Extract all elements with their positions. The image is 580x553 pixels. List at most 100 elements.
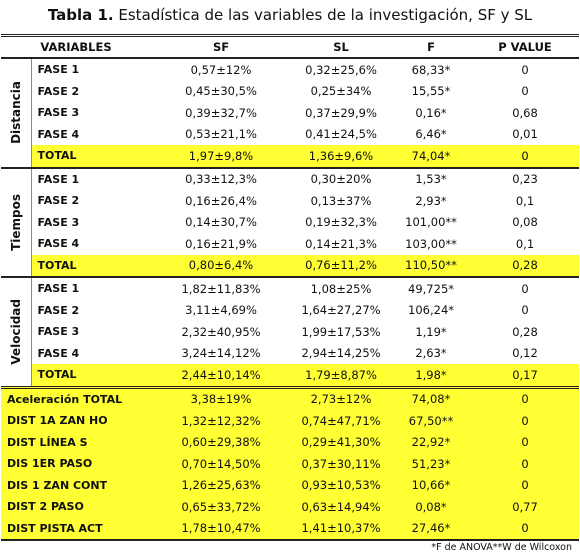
value-cell: 0,33±12,3% <box>151 166 292 190</box>
value-cell: 68,33* <box>411 62 451 77</box>
value-cell: 67,50** <box>391 410 472 432</box>
table-row: Distancia FASE 1 0,57±12% 0,32±25,6% 68,33* 0 <box>1 58 579 168</box>
value-cell: 0,45±30,5% <box>185 84 257 99</box>
value-cell: 6,46* <box>415 127 447 142</box>
row-label: Aceleración TOTAL <box>1 385 152 410</box>
value-cell: 3,24±14,12% <box>181 346 261 361</box>
row-label: DIST LÍNEA S <box>1 431 152 453</box>
value-cell: 0,63±14,94% <box>291 496 392 518</box>
row-label: FASE 1 <box>31 166 152 190</box>
title: Tabla 1. Estadística de las variables de… <box>0 0 580 34</box>
value-cell: 0 <box>471 431 580 453</box>
row-label: FASE 2 <box>37 84 80 98</box>
value-cell: 0 <box>471 453 580 475</box>
table-row: DIST LÍNEA S 0,60±29,38% 0,29±41,30% 22,92*… <box>1 431 580 453</box>
group-label: Distancia <box>8 81 23 145</box>
row-label: FASE 1 <box>31 276 152 300</box>
value-cell: 0 <box>471 474 580 496</box>
value-cell: 1,41±10,37% <box>291 517 392 541</box>
row-label: FASE 4 <box>37 346 80 360</box>
table-row: FASE 4 3,24±14,12% 2,94±14,25% 2,63* 0,12 <box>1 343 579 365</box>
value-cell: 0 <box>471 276 580 300</box>
value-cell: 0,68 <box>512 105 538 120</box>
value-cell: 0,37±29,9% <box>305 105 377 120</box>
value-cell: 74,08* <box>391 385 472 410</box>
value-cell: 0,32±25,6% <box>305 62 377 77</box>
value-cell: 1,79±8,87% <box>291 364 392 387</box>
table-row: DIS 1ER PASO 0,70±14,50% 0,37±30,11% 51,23*… <box>1 453 580 475</box>
value-cell: 0,1 <box>515 193 535 208</box>
value-cell: 0,16±21,9% <box>185 236 257 251</box>
table-body: Distancia FASE 1 0,57±12% 0,32±25,6% 68,33* 0… <box>1 58 580 541</box>
table-row: DIS 1 ZAN CONT 1,26±25,63% 0,93±10,53% 10,6… <box>1 474 580 496</box>
value-cell: 51,23* <box>391 453 472 475</box>
value-cell: 0,60±29,38% <box>151 431 292 453</box>
group-cell: Velocidad <box>1 276 32 387</box>
table-row: FASE 3 2,32±40,95% 1,99±17,53% 1,19* 0,28 <box>1 321 579 343</box>
value-cell: 1,19* <box>415 324 447 339</box>
row-label: DIS 1ER PASO <box>1 453 152 475</box>
value-cell: 1,78±10,47% <box>151 517 292 541</box>
title-text: Estadística de las variables de la inves… <box>118 6 533 24</box>
group-label: Velocidad <box>8 298 23 365</box>
value-cell: 0,08 <box>512 215 538 230</box>
value-cell: 0,28 <box>471 254 580 277</box>
value-cell: 2,63* <box>415 346 447 361</box>
value-cell: 0,12 <box>512 346 538 361</box>
value-cell: 0 <box>471 145 580 168</box>
value-cell: 22,92* <box>391 431 472 453</box>
header-row: VARIABLES SF SL F P VALUE <box>1 34 580 59</box>
value-cell: 0,23 <box>471 166 580 190</box>
value-cell: 2,94±14,25% <box>301 346 381 361</box>
value-cell: 3,11±4,69% <box>185 303 257 318</box>
row-label: DIS 1 ZAN CONT <box>1 474 152 496</box>
group-label: Tiempos <box>8 193 23 251</box>
value-cell: 1,99±17,53% <box>301 324 381 339</box>
value-cell: 2,44±10,14% <box>151 364 292 387</box>
value-cell: 0,14±21,3% <box>305 236 377 251</box>
table-row: DIST PISTA ACT 1,78±10,47% 1,41±10,37% 27,4… <box>1 517 580 541</box>
value-cell: 0,30±20% <box>291 166 392 190</box>
table-row: FASE 2 0,16±26,4% 0,13±37% 2,93* 0,1 <box>1 190 579 212</box>
table-row: Velocidad FASE 1 1,82±11,83% 1,08±25% 49,725… <box>1 276 580 387</box>
table-row: FASE 2 3,11±4,69% 1,64±27,27% 106,24* 0 <box>1 300 579 322</box>
value-cell: 10,66* <box>391 474 472 496</box>
group-cell: Distancia <box>1 58 32 168</box>
value-cell: 0,65±33,72% <box>151 496 292 518</box>
value-cell: 1,64±27,27% <box>301 303 381 318</box>
value-cell: 3,38±19% <box>151 385 292 410</box>
row-label: FASE 2 <box>37 303 80 317</box>
header-cell: P VALUE <box>471 34 580 59</box>
value-cell: 0,01 <box>512 127 538 142</box>
value-cell: 0,16±26,4% <box>185 193 257 208</box>
value-cell: 0,53±21,1% <box>185 127 257 142</box>
value-cell: 101,00** <box>405 215 457 230</box>
row-label: TOTAL <box>31 145 152 168</box>
row-label: FASE 3 <box>37 325 80 339</box>
value-cell: 1,32±12,32% <box>151 410 292 432</box>
row-label: FASE 3 <box>37 106 80 120</box>
value-cell: 1,82±11,83% <box>151 276 292 300</box>
group-cell: Tiempos <box>1 166 32 277</box>
header-cell: VARIABLES <box>1 34 152 59</box>
table-row: FASE 2 0,45±30,5% 0,25±34% 15,55* 0 <box>1 81 579 103</box>
row-label: FASE 2 <box>37 194 80 208</box>
header-cell: SL <box>291 34 392 59</box>
stats-table: VARIABLES SF SL F P VALUE Distancia FASE 1 0,5… <box>1 34 580 541</box>
value-cell: 74,04* <box>391 145 472 168</box>
row-label: DIST 1A ZAN HO <box>1 410 152 432</box>
table-row: Aceleración TOTAL 3,38±19% 2,73±12% 74,08* 0 <box>1 385 580 410</box>
row-label: TOTAL <box>31 364 152 387</box>
value-cell: 0,70±14,50% <box>151 453 292 475</box>
value-cell: 0 <box>471 410 580 432</box>
header-cell: F <box>391 34 472 59</box>
value-cell: 2,93* <box>415 193 447 208</box>
value-cell: 0 <box>521 84 529 99</box>
row-label: FASE 3 <box>37 215 80 229</box>
table-row: FASE 4 0,53±21,1% 0,41±24,5% 6,46* 0,01 <box>1 124 579 146</box>
header-cell: SF <box>151 34 292 59</box>
value-cell: 110,50** <box>391 254 472 277</box>
table-row: DIST 2 PASO 0,65±33,72% 0,63±14,94% 0,08* 0,… <box>1 496 580 518</box>
value-cell: 0,76±11,2% <box>291 254 392 277</box>
